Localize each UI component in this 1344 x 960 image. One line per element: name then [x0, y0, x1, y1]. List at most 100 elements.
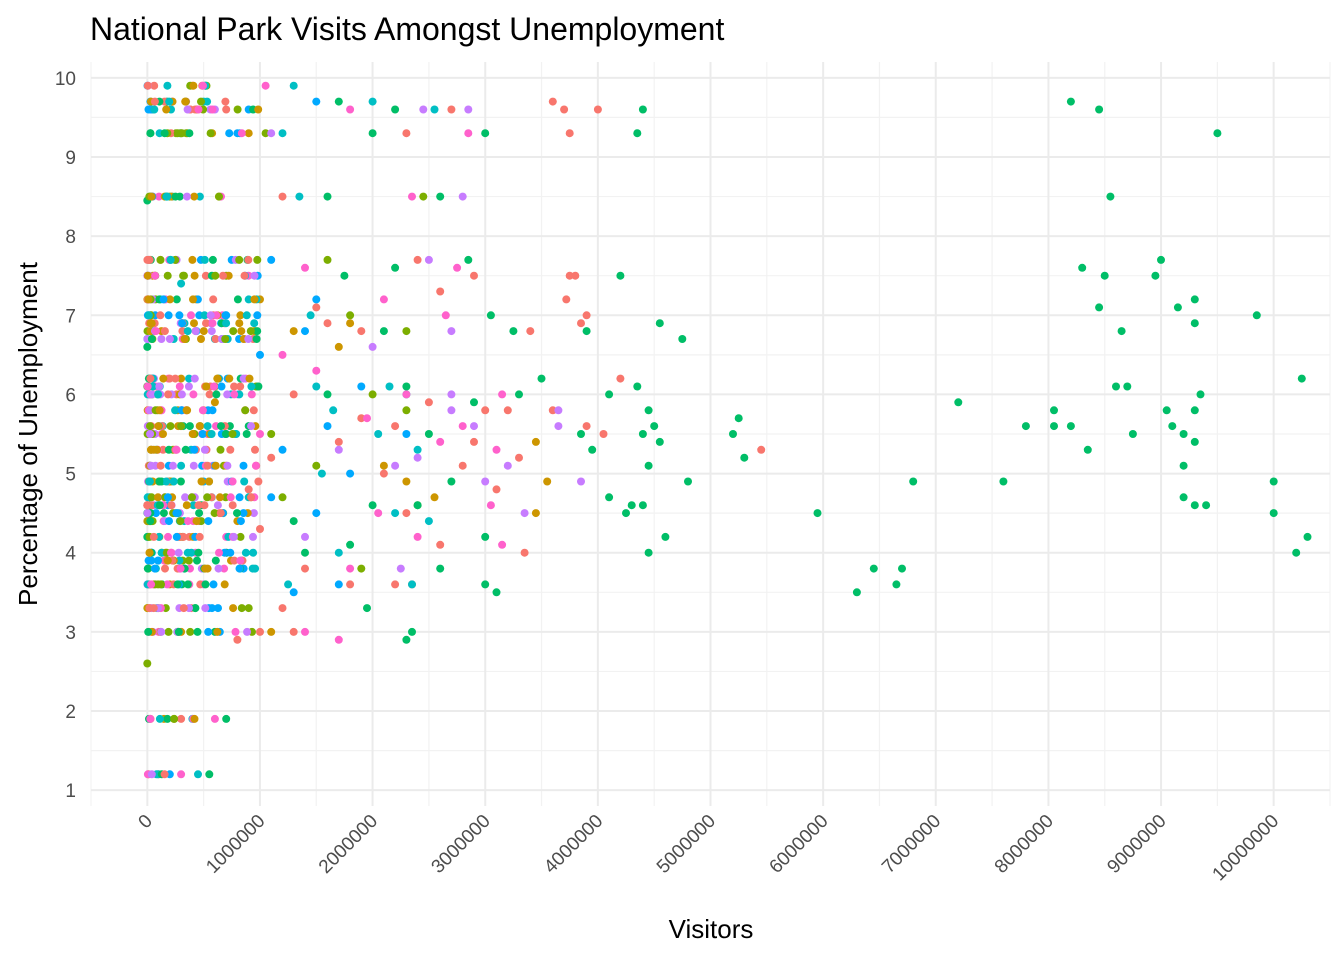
data-point: [1196, 390, 1205, 399]
x-tick-label: 0: [135, 811, 157, 833]
data-point: [221, 311, 230, 320]
data-point: [509, 327, 518, 336]
data-point: [464, 255, 473, 264]
data-point: [252, 335, 261, 343]
x-axis-title: Visitors: [669, 914, 754, 944]
data-point: [189, 390, 198, 399]
data-point: [182, 406, 191, 415]
data-point: [1112, 382, 1120, 391]
data-point: [447, 105, 456, 114]
data-point: [1095, 303, 1104, 312]
data-point: [729, 430, 737, 438]
data-point: [278, 192, 287, 201]
data-point: [205, 770, 214, 779]
data-point: [248, 564, 257, 573]
data-point: [408, 192, 416, 201]
data-point: [237, 327, 246, 336]
data-point: [194, 770, 202, 779]
data-point: [251, 461, 260, 470]
data-point: [186, 627, 195, 636]
data-point: [1190, 406, 1199, 415]
data-point: [357, 564, 366, 573]
data-point: [244, 485, 253, 494]
data-point: [605, 493, 614, 502]
data-point: [197, 97, 205, 106]
data-point: [149, 445, 158, 454]
data-point: [346, 105, 355, 114]
data-point: [223, 390, 232, 399]
data-point: [175, 311, 184, 320]
data-point: [312, 461, 321, 470]
y-tick-label: 8: [65, 227, 76, 248]
data-point: [531, 509, 540, 518]
data-point: [156, 255, 165, 264]
data-point: [1190, 501, 1199, 510]
data-point: [156, 461, 165, 470]
data-point: [250, 271, 259, 280]
data-point: [210, 509, 219, 518]
data-point: [180, 335, 189, 343]
data-point: [368, 390, 377, 399]
data-point: [143, 659, 152, 668]
data-point: [498, 390, 507, 399]
data-point: [436, 192, 445, 201]
data-point: [424, 255, 433, 264]
data-point: [195, 509, 204, 518]
data-point: [155, 382, 164, 391]
data-point: [182, 501, 191, 510]
data-point: [213, 627, 222, 636]
data-point: [678, 335, 687, 343]
data-point: [188, 255, 197, 264]
data-point: [464, 105, 473, 114]
data-point: [1173, 303, 1182, 312]
data-point: [150, 564, 159, 573]
data-point: [181, 97, 190, 106]
data-point: [267, 627, 276, 636]
data-point: [226, 493, 235, 502]
data-point: [220, 580, 229, 589]
data-point: [239, 374, 248, 383]
data-point: [278, 129, 287, 138]
data-point: [470, 271, 478, 280]
data-point: [219, 271, 227, 280]
data-point: [1100, 271, 1109, 280]
data-point: [1179, 430, 1188, 438]
data-point: [233, 295, 242, 304]
data-point: [1179, 461, 1188, 470]
data-point: [224, 271, 233, 280]
data-point: [169, 477, 178, 486]
data-point: [402, 129, 411, 138]
data-point: [165, 335, 174, 343]
data-point: [160, 770, 169, 779]
data-point: [481, 477, 490, 486]
data-point: [1151, 271, 1160, 280]
data-point: [236, 517, 245, 526]
data-point: [256, 627, 264, 636]
data-point: [278, 445, 287, 454]
data-point: [155, 192, 163, 201]
data-point: [189, 81, 198, 90]
data-point: [256, 350, 264, 359]
data-point: [144, 311, 153, 320]
data-point: [185, 129, 194, 138]
data-point: [210, 382, 219, 391]
data-point: [203, 493, 212, 502]
data-point: [183, 548, 192, 557]
data-point: [228, 501, 237, 510]
data-point: [261, 129, 270, 138]
data-point: [190, 714, 199, 723]
data-point: [244, 335, 253, 343]
data-point: [391, 509, 400, 518]
data-point: [241, 548, 250, 557]
data-point: [211, 335, 220, 343]
data-point: [247, 382, 256, 391]
data-point: [147, 192, 156, 201]
data-point: [200, 311, 209, 320]
data-point: [278, 493, 287, 502]
data-point: [188, 493, 196, 502]
data-point: [1269, 477, 1278, 486]
data-point: [225, 129, 234, 138]
data-point: [165, 97, 174, 106]
data-point: [616, 271, 625, 280]
data-point: [954, 398, 963, 407]
